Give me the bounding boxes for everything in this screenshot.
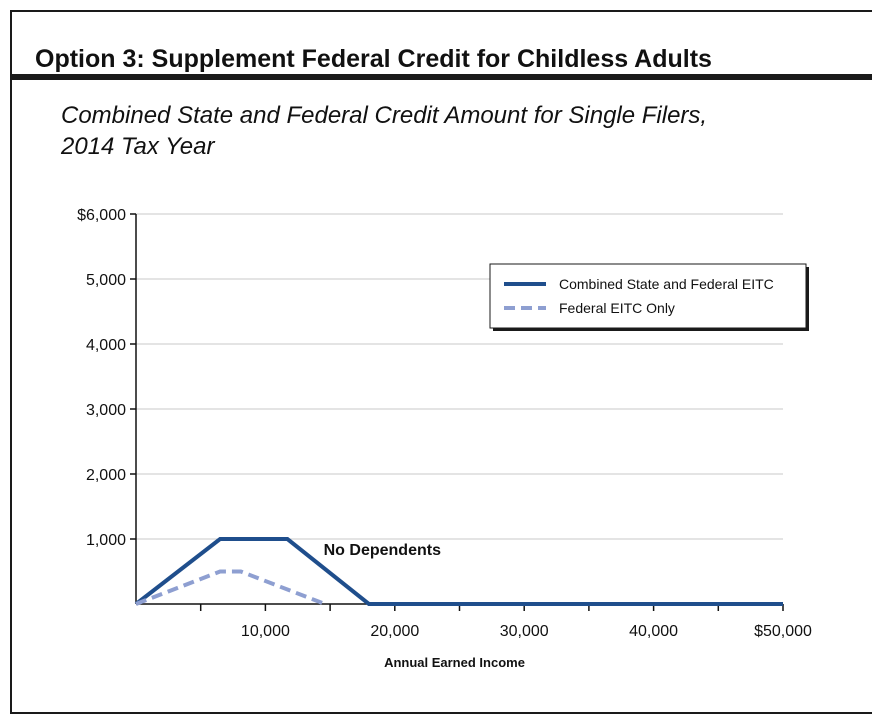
annotations: No Dependents <box>324 542 441 559</box>
title-bar: Option 3: Supplement Federal Credit for … <box>12 12 872 80</box>
eitc-line-chart: 1,000 2,000 3,000 4,000 5,000 $6,000 10,000 20,… <box>77 207 812 670</box>
subtitle-line-1: Combined State and Federal Credit Amount… <box>61 102 708 129</box>
legend-label-combined: Combined State and Federal EITC <box>559 276 774 292</box>
legend-label-federal: Federal EITC Only <box>559 300 675 316</box>
chart-title: Option 3: Supplement Federal Credit for … <box>35 45 712 73</box>
y-tick-label: 4,000 <box>86 337 126 354</box>
subtitle-line-2: 2014 Tax Year <box>61 133 215 160</box>
y-tick-label: 3,000 <box>86 402 126 419</box>
x-tick-label: 30,000 <box>500 623 549 640</box>
data-series <box>134 537 783 606</box>
x-axis-label: Annual Earned Income <box>384 655 525 670</box>
x-tick-label: 20,000 <box>370 623 419 640</box>
series-line-combined-eitc <box>134 537 783 606</box>
x-tick-label: $50,000 <box>754 623 812 640</box>
grid-lines <box>136 213 783 540</box>
y-tick-label: 5,000 <box>86 272 126 289</box>
series-line-federal-eitc <box>135 569 326 606</box>
legend: Combined State and Federal EITC Federal E… <box>489 263 809 331</box>
y-tick-label: 2,000 <box>86 467 126 484</box>
annotation-no-dependents: No Dependents <box>324 542 441 559</box>
chart-subtitle: Combined State and Federal Credit Amount… <box>61 100 821 162</box>
x-tick-label: 40,000 <box>629 623 678 640</box>
x-tick-label: 10,000 <box>241 623 290 640</box>
legend-box <box>489 263 807 329</box>
y-tick-label: $6,000 <box>77 207 126 224</box>
tick-labels: 1,000 2,000 3,000 4,000 5,000 $6,000 10,000 20,… <box>77 207 812 640</box>
chart-frame: Option 3: Supplement Federal Credit for … <box>10 10 872 714</box>
y-tick-label: 1,000 <box>86 532 126 549</box>
